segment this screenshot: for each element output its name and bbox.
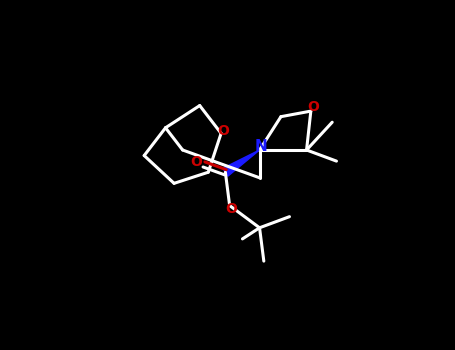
Text: O: O [217, 124, 229, 138]
Text: O: O [307, 100, 318, 114]
Text: O: O [226, 202, 238, 216]
Text: N: N [255, 139, 268, 154]
Polygon shape [223, 150, 259, 176]
Text: O: O [190, 155, 202, 169]
